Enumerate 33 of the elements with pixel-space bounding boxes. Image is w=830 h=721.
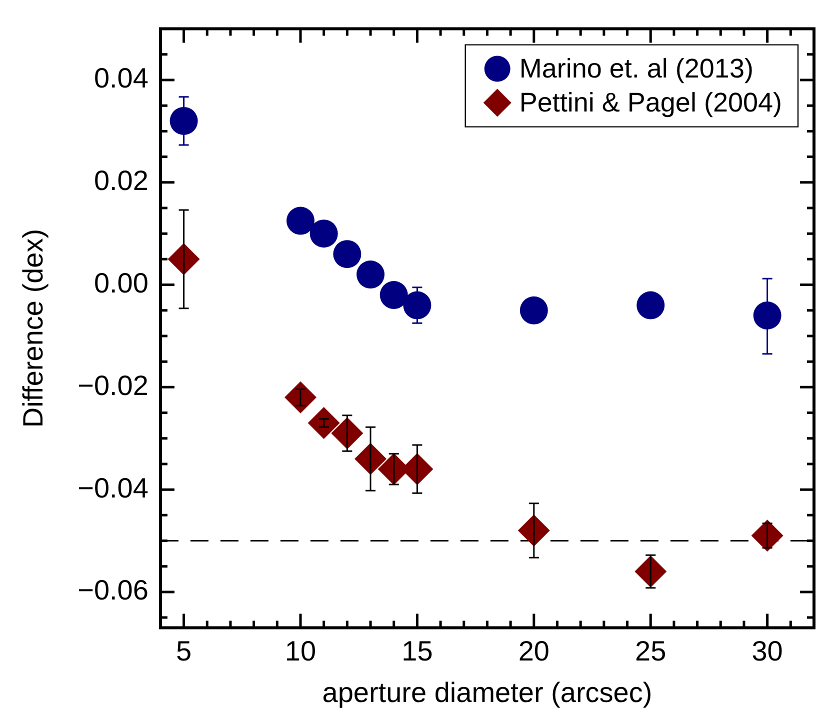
x-tick-label: 30 bbox=[752, 635, 783, 666]
point bbox=[520, 296, 548, 324]
y-tick-label: 0.00 bbox=[94, 268, 148, 298]
point bbox=[308, 407, 340, 440]
x-axis-title: aperture diameter (arcsec) bbox=[322, 676, 652, 708]
point bbox=[380, 281, 408, 310]
y-tick-label: 0.02 bbox=[94, 165, 148, 196]
point bbox=[170, 106, 198, 135]
x-tick-label: 25 bbox=[635, 635, 666, 666]
point bbox=[753, 302, 782, 330]
legend-label: Marino et. al (2013) bbox=[519, 53, 754, 84]
point bbox=[310, 220, 338, 248]
point bbox=[356, 260, 385, 289]
x-tick-label: 10 bbox=[284, 635, 316, 666]
x-tick-label: 5 bbox=[176, 635, 192, 666]
y-tick-label: −0.06 bbox=[78, 574, 148, 606]
x-tick-label: 20 bbox=[518, 635, 550, 666]
point bbox=[331, 417, 364, 450]
point bbox=[284, 381, 316, 414]
x-tick-label: 15 bbox=[402, 635, 433, 666]
legend-label: Pettini & Pagel (2004) bbox=[519, 87, 782, 118]
point bbox=[518, 514, 550, 547]
point bbox=[634, 555, 667, 588]
y-tick-label: 0.04 bbox=[94, 62, 148, 94]
point bbox=[354, 442, 387, 475]
y-tick-label: −0.04 bbox=[78, 472, 148, 504]
y-tick-label: −0.02 bbox=[78, 370, 148, 401]
point bbox=[286, 206, 314, 235]
y-axis-title: Difference (dex) bbox=[18, 228, 49, 428]
point bbox=[168, 243, 200, 276]
point bbox=[403, 291, 432, 320]
point bbox=[636, 291, 665, 320]
point bbox=[333, 240, 362, 268]
